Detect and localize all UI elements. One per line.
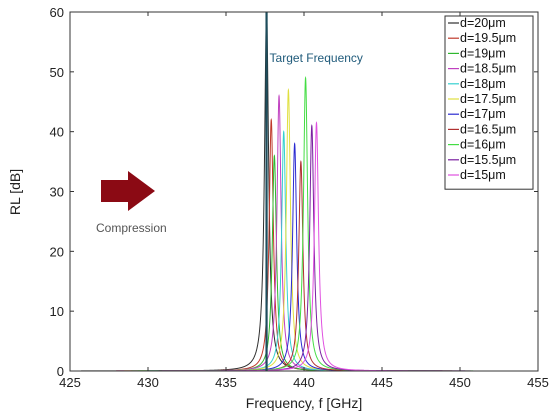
x-tick-label-0: 425: [59, 375, 81, 390]
x-tick-label-4: 445: [371, 375, 393, 390]
y-axis-label: RL [dB]: [7, 169, 23, 215]
x-tick-label-3: 440: [293, 375, 315, 390]
y-tick-label-0: 0: [57, 364, 64, 379]
target-frequency-label: Target Frequency: [270, 51, 363, 65]
y-tick-label-2: 20: [50, 244, 64, 259]
legend-entry-5: d=17.5μm: [460, 92, 516, 106]
compression-arrow: [101, 171, 155, 211]
legend-entry-0: d=20μm: [460, 16, 506, 30]
compression-label: Compression: [96, 221, 167, 235]
x-tick-label-5: 450: [449, 375, 471, 390]
legend-entry-4: d=18μm: [460, 77, 506, 91]
legend-entry-9: d=15.5μm: [460, 153, 516, 167]
legend-entry-6: d=17μm: [460, 107, 506, 121]
y-axis-ticks: 0 10 20 30 40 50 60: [50, 5, 538, 379]
x-axis-ticks: 425 430 435 440 445 450 455: [59, 12, 549, 390]
legend-entry-8: d=16μm: [460, 138, 506, 152]
legend-entry-1: d=19.5μm: [460, 31, 516, 45]
y-tick-label-1: 10: [50, 304, 64, 319]
x-tick-label-6: 455: [527, 375, 549, 390]
y-tick-label-5: 50: [50, 65, 64, 80]
legend-entry-2: d=19μm: [460, 46, 506, 60]
x-axis-label: Frequency, f [GHz]: [246, 395, 362, 411]
legend-entry-3: d=18.5μm: [460, 62, 516, 76]
x-tick-label-1: 430: [137, 375, 159, 390]
legend-box: [444, 15, 534, 190]
x-tick-label-2: 435: [215, 375, 237, 390]
y-tick-label-3: 30: [50, 185, 64, 200]
legend-entry-10: d=15μm: [460, 168, 506, 182]
y-tick-label-6: 60: [50, 5, 64, 20]
y-tick-label-4: 40: [50, 125, 64, 140]
legend-entry-7: d=16.5μm: [460, 122, 516, 136]
